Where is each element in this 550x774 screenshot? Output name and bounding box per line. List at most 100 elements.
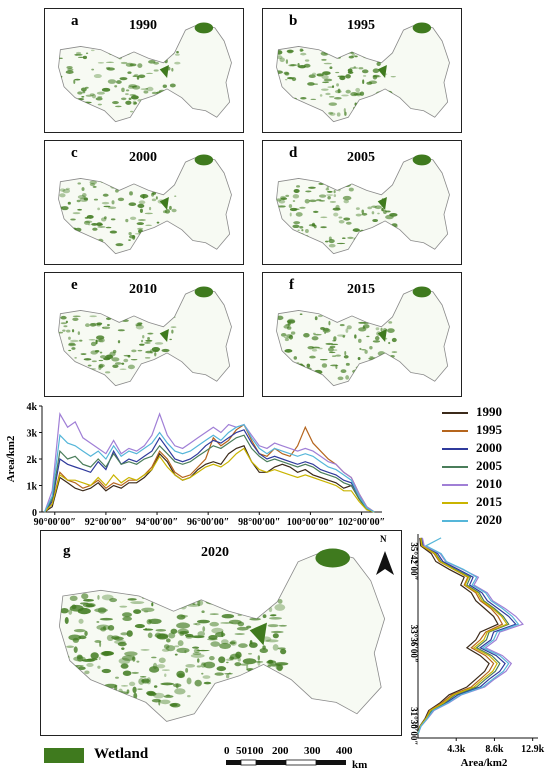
wetland-patch (159, 363, 168, 367)
wetland-patch (119, 77, 128, 81)
wetland-patch (318, 194, 327, 198)
wetland-patch (176, 50, 179, 54)
wetland-patch (289, 207, 298, 212)
wetland-patch (128, 700, 135, 707)
wetland-patch (309, 369, 312, 374)
wetland-patch (62, 188, 71, 194)
wetland-patch (328, 102, 338, 106)
wetland-patch (236, 626, 249, 631)
wetland-patch (149, 183, 156, 189)
wetland-patch (174, 645, 180, 648)
wetland-patch (63, 325, 68, 328)
wetland-patch (92, 693, 106, 698)
wetland-patch (335, 354, 342, 357)
wetland-patch (71, 329, 75, 333)
wetland-patch (68, 107, 77, 112)
wetland-patch (163, 644, 170, 649)
wetland-patch (304, 59, 310, 62)
wetland-patch (160, 105, 168, 109)
wetland-patch (69, 237, 74, 243)
wetland-patch (201, 672, 204, 675)
wetland-patch (68, 634, 82, 641)
wetland-patch (164, 673, 167, 677)
wetland-patch (348, 55, 354, 59)
wetland-patch (84, 220, 93, 224)
wetland-patch (234, 633, 245, 635)
wetland-patch (152, 376, 156, 380)
wetland-patch (379, 228, 388, 232)
wetland-patch (127, 71, 132, 74)
wetland-patch (68, 366, 74, 371)
wetland-patch (79, 602, 89, 605)
wetland-patch (174, 195, 177, 197)
panel-letter: f (289, 277, 294, 293)
wetland-patch (332, 349, 338, 351)
wetland-patch (356, 313, 361, 317)
wetland-patch (358, 321, 366, 324)
wetland-patch (287, 321, 291, 326)
wetland-patch (315, 548, 351, 568)
wetland-patch (186, 603, 201, 607)
wetland-patch (144, 627, 148, 631)
wetland-patch (196, 600, 204, 606)
wetland-patch (139, 109, 144, 114)
wetland-patch (293, 233, 302, 236)
wetland-patch (143, 90, 149, 94)
wetland-patch (316, 73, 324, 77)
wetland-patch (139, 51, 146, 55)
wetland-patch (377, 196, 387, 211)
wetland-patch (385, 112, 394, 115)
wetland-patch (299, 313, 303, 315)
wetland-patch (111, 635, 120, 640)
map-panel-f: f 2015 (262, 272, 462, 397)
wetland-patch (242, 708, 256, 712)
wetland-patch (67, 68, 74, 72)
wetland-patch (85, 94, 93, 97)
wetland-patch (83, 220, 91, 225)
wetland-patch (108, 181, 116, 184)
wetland-patch (321, 74, 329, 80)
wetland-patch (192, 603, 196, 605)
wetland-patch (66, 65, 73, 70)
wetland-patch (146, 619, 152, 625)
wetland-patch (132, 686, 137, 694)
wetland-patch (387, 328, 395, 333)
wetland-patch (301, 228, 304, 232)
legend-label: 2005 (476, 458, 502, 473)
wetland-patch (95, 243, 100, 248)
wetland-patch (121, 87, 125, 93)
wetland-patch (141, 678, 150, 684)
wetland-patch (131, 671, 139, 674)
wetland-patch (72, 317, 79, 322)
wetland-patch (104, 216, 107, 220)
wetland-patch (311, 336, 319, 341)
wetland-patch (374, 106, 379, 109)
wetland-patch (318, 347, 323, 350)
wetland-patch (277, 205, 286, 208)
wetland-patch (286, 49, 294, 53)
wetland-patch (333, 194, 337, 198)
wetland-patch (66, 329, 71, 333)
wetland-patch (289, 64, 298, 67)
wetland-patch (91, 68, 95, 71)
wetland-patch (117, 183, 120, 187)
wetland-patch (70, 339, 79, 343)
wetland-patch (112, 101, 119, 105)
wetland-patch (325, 187, 330, 191)
wetland-patch (71, 347, 76, 350)
legend-swatch (442, 466, 468, 468)
wetland-patch (83, 358, 92, 361)
legend-label: 2000 (476, 440, 502, 455)
wetland-patch (65, 320, 68, 324)
wetland-patch (98, 656, 101, 661)
wetland-patch (115, 189, 119, 193)
wetland-patch (74, 705, 78, 708)
wetland-patch (174, 605, 182, 610)
wetland-patch (354, 55, 358, 58)
wetland-patch (170, 702, 181, 708)
wetland-patch (99, 351, 103, 354)
region-outline (276, 155, 450, 255)
wetland-patch (248, 652, 253, 655)
wetland-patch (299, 225, 304, 229)
wetland-patch (127, 598, 137, 601)
